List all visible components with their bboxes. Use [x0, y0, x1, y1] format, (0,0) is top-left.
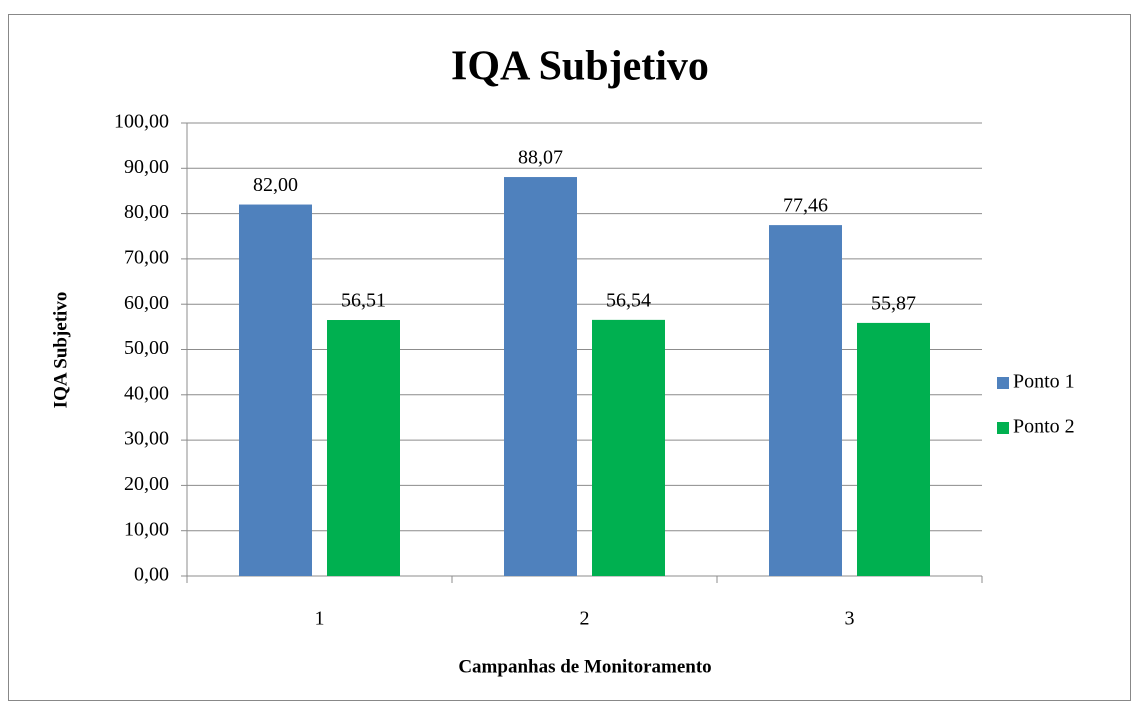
y-tick-label: 80,00 [124, 201, 169, 223]
x-tick-label: 3 [845, 608, 855, 630]
legend-swatch [997, 377, 1009, 389]
value-label: 56,54 [606, 289, 651, 311]
bar [504, 177, 577, 576]
x-axis-label: Campanhas de Monitoramento [458, 656, 711, 677]
y-tick-label: 90,00 [124, 156, 169, 178]
y-tick-label: 70,00 [124, 246, 169, 268]
value-label: 55,87 [871, 293, 916, 315]
y-tick-label: 50,00 [124, 337, 169, 359]
legend-label: Ponto 1 [1013, 371, 1075, 393]
bar [239, 204, 312, 577]
y-tick-label: 30,00 [124, 428, 169, 450]
x-tick-label: 1 [315, 608, 325, 630]
value-label: 56,51 [341, 290, 386, 312]
y-tick-label: 20,00 [124, 473, 169, 495]
y-tick-label: 100,00 [114, 111, 169, 133]
value-label: 77,46 [783, 195, 828, 217]
value-label: 88,07 [518, 147, 563, 169]
chart-title: IQA Subjetivo [451, 44, 709, 90]
bar [857, 322, 930, 576]
x-tick-label: 2 [580, 608, 590, 630]
legend-swatch [997, 422, 1009, 434]
bar [327, 320, 400, 576]
y-axis-label: IQA Subjetivo [50, 292, 71, 409]
legend-label: Ponto 2 [1013, 416, 1075, 438]
value-label: 82,00 [253, 174, 298, 196]
bar [592, 319, 665, 576]
y-tick-label: 0,00 [134, 564, 169, 586]
y-tick-label: 40,00 [124, 382, 169, 404]
bar [769, 225, 842, 576]
y-tick-label: 60,00 [124, 292, 169, 314]
y-tick-label: 10,00 [124, 518, 169, 540]
